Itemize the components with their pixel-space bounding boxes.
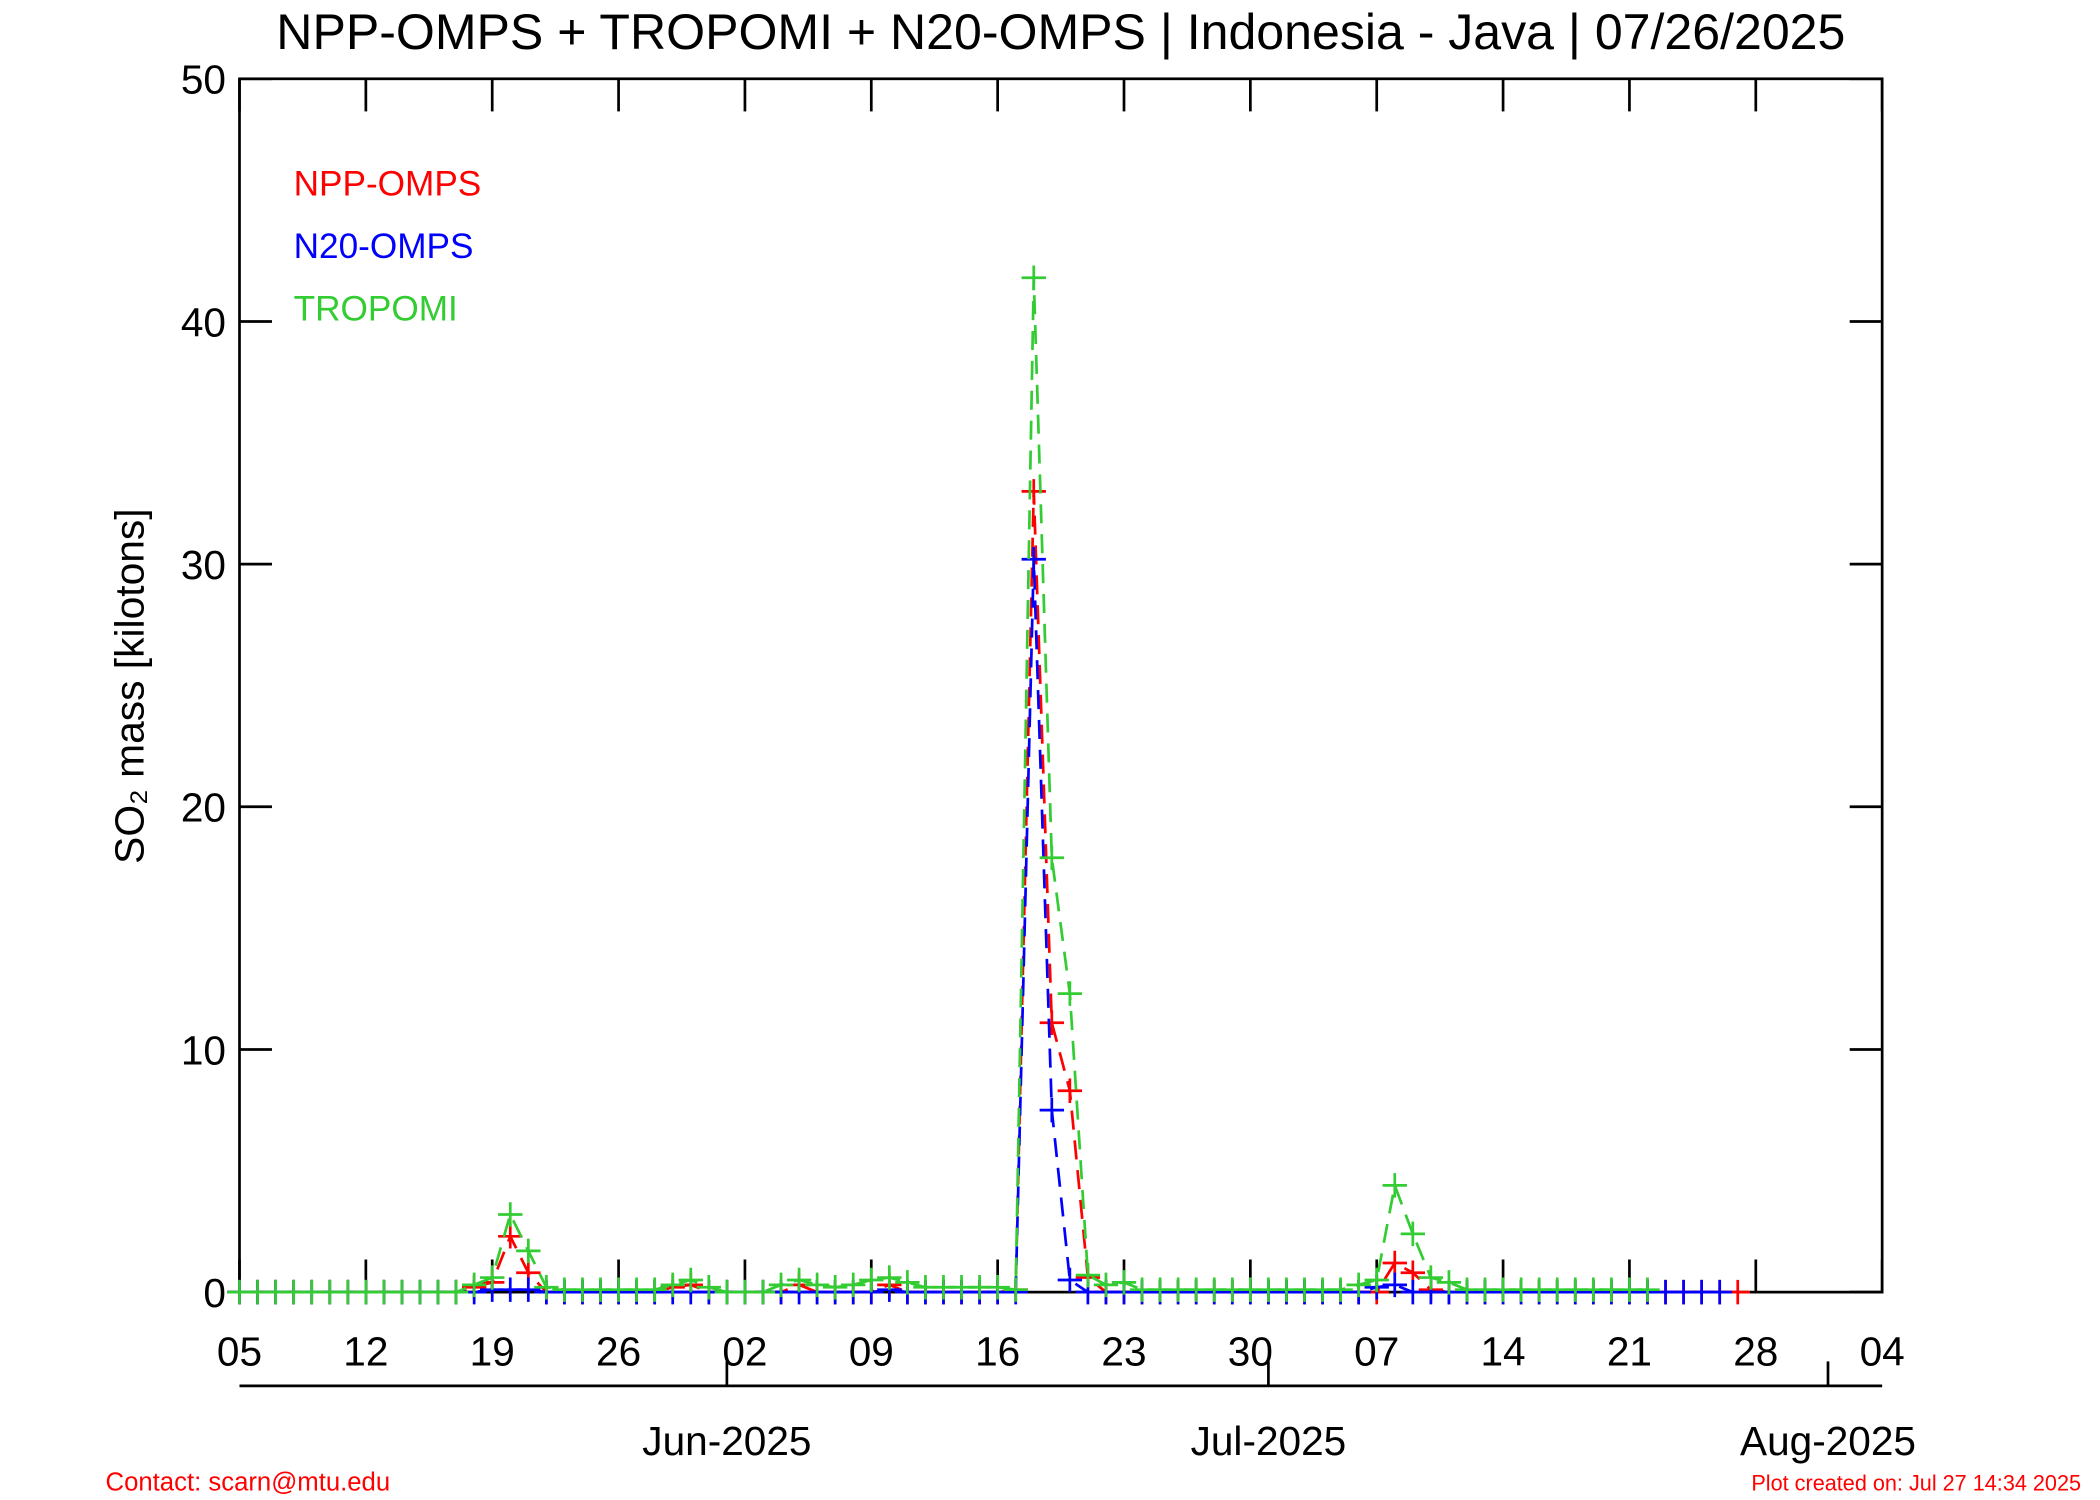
- point-marker: [1346, 1272, 1371, 1298]
- point-marker: [660, 1272, 685, 1298]
- x-tick-label: 02: [722, 1328, 767, 1374]
- point-marker: [1039, 845, 1064, 870]
- y-axis-label: SO₂ mass [kilotons]: [107, 508, 153, 863]
- point-marker: [786, 1267, 812, 1293]
- month-label: Jul-2025: [1191, 1418, 1347, 1464]
- x-tick-label: 28: [1733, 1328, 1778, 1374]
- x-tick-label: 12: [343, 1328, 388, 1374]
- point-marker: [696, 1275, 722, 1300]
- x-tick-label: 26: [596, 1328, 641, 1374]
- x-tick-label: 05: [217, 1328, 262, 1374]
- point-marker: [1707, 1279, 1732, 1305]
- point-marker: [1400, 1221, 1425, 1247]
- legend-entry: N20-OMPS: [294, 227, 474, 266]
- x-tick-label: 04: [1860, 1328, 1905, 1374]
- point-marker: [804, 1272, 830, 1298]
- point-marker: [1057, 1078, 1083, 1103]
- point-marker: [1111, 1270, 1137, 1295]
- footer-contact: Contact: scarn@mtu.edu: [106, 1468, 391, 1496]
- point-marker: [1057, 1267, 1083, 1293]
- x-tick-label: 21: [1607, 1328, 1652, 1374]
- x-tick-label: 09: [849, 1328, 894, 1374]
- point-marker: [1057, 981, 1083, 1006]
- point-marker: [1364, 1267, 1389, 1293]
- point-marker: [1093, 1272, 1119, 1298]
- point-marker: [1021, 265, 1046, 291]
- point-marker: [1436, 1270, 1462, 1295]
- point-marker: [1635, 1277, 1660, 1302]
- point-marker: [895, 1270, 920, 1295]
- point-marker: [1418, 1265, 1444, 1290]
- month-label: Jun-2025: [642, 1418, 811, 1464]
- point-marker: [1021, 547, 1046, 572]
- y-tick-label: 40: [181, 299, 226, 345]
- x-tick-label: 23: [1101, 1328, 1146, 1374]
- point-marker: [768, 1272, 794, 1298]
- y-tick-label: 30: [181, 542, 226, 588]
- point-marker: [516, 1238, 541, 1264]
- point-marker: [678, 1267, 703, 1293]
- y-tick-label: 50: [181, 57, 226, 103]
- point-marker: [498, 1224, 523, 1249]
- point-marker: [461, 1272, 487, 1298]
- point-marker: [750, 1279, 776, 1305]
- point-marker: [498, 1202, 523, 1227]
- x-tick-label: 14: [1481, 1328, 1526, 1374]
- x-tick-label: 07: [1354, 1328, 1399, 1374]
- legend-entry: TROPOMI: [294, 290, 458, 329]
- month-label: Aug-2025: [1740, 1418, 1916, 1464]
- point-marker: [985, 1275, 1010, 1300]
- point-marker: [1039, 1010, 1064, 1035]
- point-marker: [823, 1275, 848, 1300]
- y-tick-label: 10: [181, 1027, 226, 1073]
- point-marker: [1382, 1250, 1407, 1276]
- plot-frame: [238, 77, 1884, 1294]
- x-tick-label: 30: [1228, 1328, 1273, 1374]
- y-tick-label: 0: [203, 1270, 226, 1316]
- legend-entry: NPP-OMPS: [294, 165, 482, 204]
- point-marker: [1075, 1262, 1101, 1288]
- x-tick-label: 16: [975, 1328, 1020, 1374]
- x-tick-label: 19: [470, 1328, 515, 1374]
- point-marker: [1039, 1097, 1064, 1123]
- point-marker: [443, 1279, 469, 1305]
- point-marker: [516, 1277, 541, 1302]
- point-marker: [480, 1265, 505, 1290]
- point-marker: [1382, 1173, 1407, 1198]
- footer-created: Plot created on: Jul 27 14:34 2025: [1751, 1470, 2081, 1495]
- point-marker: [877, 1265, 902, 1290]
- point-marker: [1021, 479, 1046, 504]
- point-marker: [1382, 1272, 1407, 1298]
- point-marker: [1328, 1277, 1353, 1302]
- y-tick-label: 20: [181, 785, 226, 831]
- point-marker: [1003, 1277, 1028, 1302]
- point-marker: [841, 1272, 866, 1298]
- point-marker: [534, 1275, 559, 1300]
- chart-title: NPP-OMPS + TROPOMI + N20-OMPS | Indonesi…: [276, 4, 1845, 60]
- point-marker: [859, 1267, 884, 1293]
- point-marker: [642, 1277, 667, 1302]
